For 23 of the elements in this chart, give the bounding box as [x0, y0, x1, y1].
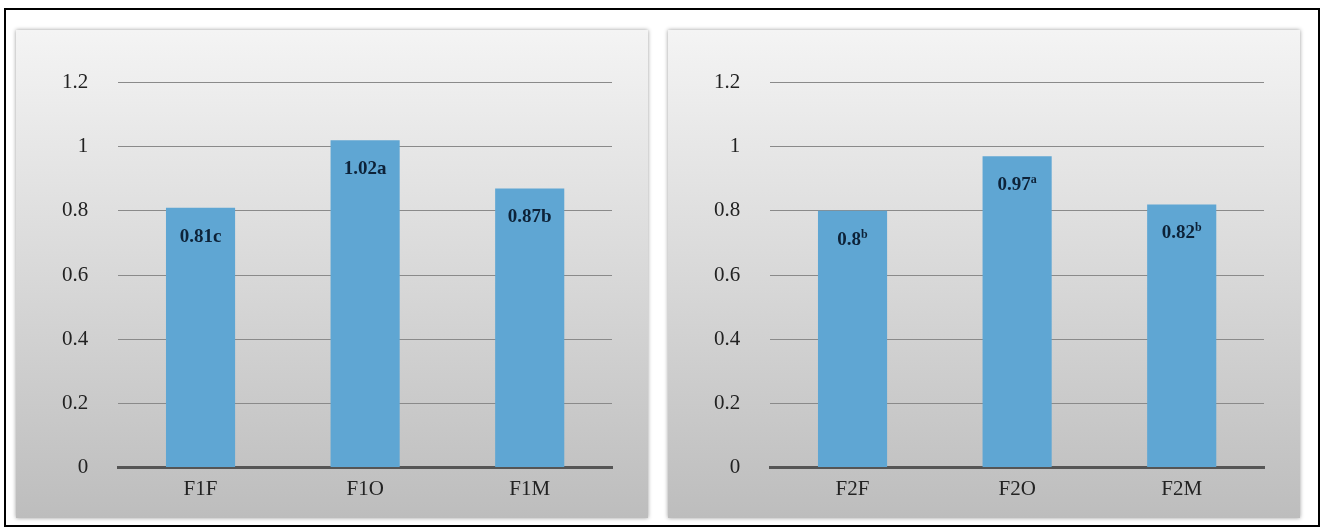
y-tick-label: 0.6: [714, 261, 741, 286]
x-tick-label: F1F: [183, 475, 218, 500]
y-tick-label: 0.4: [62, 325, 89, 350]
y-tick-label: 1: [77, 133, 89, 158]
y-tick-label: 1.2: [62, 69, 89, 94]
y-tick-label: 1.2: [714, 69, 741, 94]
data-label: 0.87b: [507, 205, 552, 227]
y-tick-label: 0: [77, 453, 89, 478]
x-tick-label: F2M: [1161, 475, 1203, 500]
y-tick-label: 0.8: [714, 197, 741, 222]
y-tick-label: 1: [729, 133, 741, 158]
data-label: 1.02a: [343, 157, 387, 179]
y-tick-label: 0.6: [62, 261, 89, 286]
x-tick-label: F1O: [346, 475, 384, 500]
y-tick-label: 0: [729, 453, 741, 478]
y-tick-label: 0.4: [714, 325, 741, 350]
x-tick-label: F1M: [509, 475, 551, 500]
x-tick-label: F2F: [835, 475, 870, 500]
data-label: 0.81c: [179, 224, 222, 246]
y-tick-label: 0.8: [62, 197, 89, 222]
y-tick-label: 0.2: [714, 389, 741, 414]
x-tick-label: F2O: [998, 475, 1036, 500]
y-tick-label: 0.2: [62, 389, 89, 414]
